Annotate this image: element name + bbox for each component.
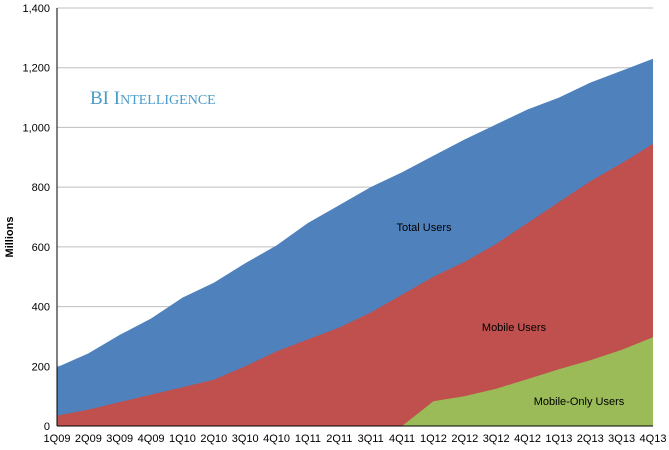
series-annotations: Total Users Mobile Users Mobile-Only Users [396, 222, 624, 408]
y-tick-label: 400 [32, 302, 50, 314]
area-mobile-users [57, 143, 653, 427]
x-tick-label: 4Q10 [263, 433, 290, 445]
x-tick-label: 4Q09 [138, 433, 165, 445]
x-tick-label: 1Q13 [545, 433, 572, 445]
series-label: Mobile-Only Users [534, 396, 625, 408]
x-tick-label: 4Q12 [514, 433, 541, 445]
series-label: Total Users [396, 222, 452, 234]
y-axis-label: Millions [4, 217, 16, 258]
x-tick-label: 3Q11 [358, 433, 384, 445]
x-tick-label: 2Q10 [200, 433, 227, 445]
y-tick-label: 200 [32, 361, 50, 373]
x-tick-label: 1Q10 [169, 433, 196, 445]
x-tick-label: 1Q12 [420, 433, 447, 445]
y-tick-label: 1,400 [22, 3, 50, 15]
x-tick-label: 3Q12 [483, 433, 510, 445]
x-tick-label: 3Q13 [608, 433, 635, 445]
x-tick-label: 4Q13 [640, 433, 667, 445]
y-tick-label: 800 [32, 182, 50, 194]
x-tick-label: 2Q13 [577, 433, 604, 445]
watermark-logo: BI INTELLIGENCE [90, 88, 216, 109]
x-tick-label: 2Q09 [75, 433, 102, 445]
x-tick-label: 3Q10 [232, 433, 259, 445]
y-tick-label: 0 [44, 421, 50, 433]
x-tick-label: 2Q12 [451, 433, 478, 445]
y-tick-label: 1,000 [22, 122, 50, 134]
x-tick-label: 2Q11 [326, 433, 352, 445]
y-tick-label: 1,200 [22, 63, 50, 75]
x-tick-label: 1Q11 [295, 433, 321, 445]
axes [56, 8, 653, 427]
x-tick-label: 3Q09 [106, 433, 133, 445]
y-tick-label: 600 [32, 242, 50, 254]
y-tick-labels: 0 200 400 600 800 1,000 1,200 1,400 [22, 3, 50, 433]
x-tick-label: 1Q09 [44, 433, 71, 445]
series-areas [57, 58, 653, 427]
area-mobile-only-users [402, 337, 653, 426]
x-tick-labels: 1Q09 2Q09 3Q09 4Q09 1Q10 2Q10 3Q10 4Q10 1Q11 2Q11… [44, 433, 667, 445]
series-label: Mobile Users [482, 322, 547, 334]
x-tick-label: 4Q11 [389, 433, 415, 445]
